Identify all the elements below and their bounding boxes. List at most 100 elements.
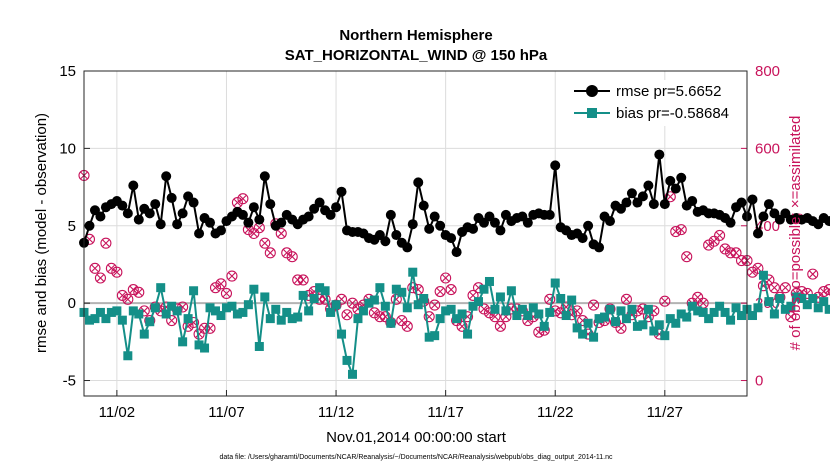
obs-possible-point	[275, 227, 287, 240]
bias-point	[183, 314, 193, 324]
bias-point	[380, 301, 390, 311]
obs-possible-point	[259, 237, 271, 249]
bias-point	[84, 315, 94, 325]
rmse-point	[237, 209, 248, 220]
bias-point	[610, 317, 620, 327]
obs-assimilated-point	[825, 286, 830, 294]
obs-possible-point	[478, 303, 490, 315]
obs-assimilated-point	[694, 293, 702, 301]
rmse-point	[418, 200, 429, 211]
obs-assimilated-point	[244, 226, 252, 234]
bias-point	[780, 304, 790, 314]
bias-point	[495, 292, 505, 302]
rmse-point	[150, 199, 161, 210]
y-tick-label: 15	[59, 63, 76, 80]
obs-possible-point	[94, 272, 106, 284]
rmse-point	[155, 219, 166, 230]
bias-point	[123, 351, 133, 361]
obs-possible-point	[659, 295, 671, 307]
x-tick-label: 11/02	[99, 404, 135, 421]
obs-possible-point	[335, 293, 348, 305]
rmse-point	[84, 220, 95, 231]
obs-possible-point	[664, 191, 676, 203]
obs-possible-point	[779, 282, 791, 294]
obs-assimilated-point	[447, 286, 455, 294]
x-tick-label: 11/27	[647, 404, 683, 421]
rmse-point	[336, 186, 347, 197]
rmse-point	[583, 220, 594, 231]
obs-possible-point	[423, 311, 435, 323]
rmse-point	[626, 188, 637, 199]
bias-point	[682, 312, 692, 322]
bias-point	[813, 303, 823, 313]
bias-point	[161, 309, 171, 319]
obs-possible-point	[620, 293, 633, 305]
bias-point	[342, 355, 352, 365]
obs-assimilated-point	[217, 280, 225, 288]
obs-possible-point	[615, 322, 627, 334]
bias-point	[419, 294, 429, 303]
bias-point	[698, 307, 708, 317]
rmse-point	[435, 220, 446, 231]
rmse-point	[824, 216, 830, 227]
rmse-point	[594, 242, 605, 253]
obs-possible-point	[807, 268, 819, 280]
obs-assimilated-point	[622, 295, 631, 303]
obs-assimilated-point	[376, 313, 384, 321]
y-tick-label: 5	[68, 218, 76, 235]
obs-possible-point	[412, 284, 424, 296]
obs-assimilated-point	[255, 224, 263, 232]
obs-assimilated-point	[135, 288, 143, 296]
bias-point	[287, 314, 297, 324]
y-right-tick-label: 800	[755, 63, 780, 80]
obs-possible-point	[215, 278, 227, 290]
bias-point	[282, 307, 292, 317]
bias-point	[506, 286, 516, 296]
bias-point	[545, 307, 555, 317]
bias-point	[654, 320, 664, 330]
obs-assimilated-point	[491, 313, 499, 321]
bias-point	[468, 301, 478, 311]
bias-point	[819, 297, 829, 307]
bias-point	[769, 309, 779, 319]
obs-assimilated-point	[96, 274, 105, 282]
obs-possible-point	[571, 305, 583, 317]
bias-point	[243, 300, 253, 310]
x-tick-label: 11/12	[318, 404, 354, 421]
rmse-point	[248, 202, 259, 213]
bias-point	[484, 276, 494, 286]
rmse-point	[95, 211, 106, 222]
bias-point	[139, 329, 149, 339]
rmse-point	[413, 177, 424, 188]
rmse-point	[621, 197, 632, 208]
obs-assimilated-point	[737, 256, 746, 265]
obs-possible-point	[264, 247, 276, 259]
legend-bias-label: bias pr=-0.58684	[616, 105, 729, 122]
rmse-point	[654, 149, 665, 160]
obs-possible-point	[286, 251, 298, 263]
bias-point	[665, 314, 675, 324]
bias-point	[347, 369, 357, 379]
bias-point	[331, 300, 341, 310]
obs-assimilated-point	[107, 264, 115, 272]
obs-possible-point	[818, 285, 830, 298]
obs-possible-point	[122, 293, 134, 305]
bias-point	[479, 284, 489, 294]
rmse-point	[747, 194, 758, 205]
bias-point	[764, 297, 774, 307]
obs-assimilated-point	[589, 301, 598, 309]
obs-assimilated-point	[348, 299, 357, 307]
x-tick-label: 11/17	[427, 404, 463, 421]
obs-assimilated-point	[480, 305, 488, 313]
legend-rmse-label: rmse pr=5.6652	[616, 83, 721, 100]
bias-point	[523, 311, 533, 321]
obs-assimilated-point	[228, 272, 236, 280]
rmse-point	[133, 214, 144, 225]
bias-point	[474, 297, 484, 307]
bias-point	[232, 309, 242, 319]
bias-point	[337, 329, 347, 339]
bias-point	[238, 307, 248, 317]
bias-point	[194, 340, 204, 350]
obs-assimilated-point	[436, 287, 444, 296]
bias-point	[413, 300, 423, 310]
